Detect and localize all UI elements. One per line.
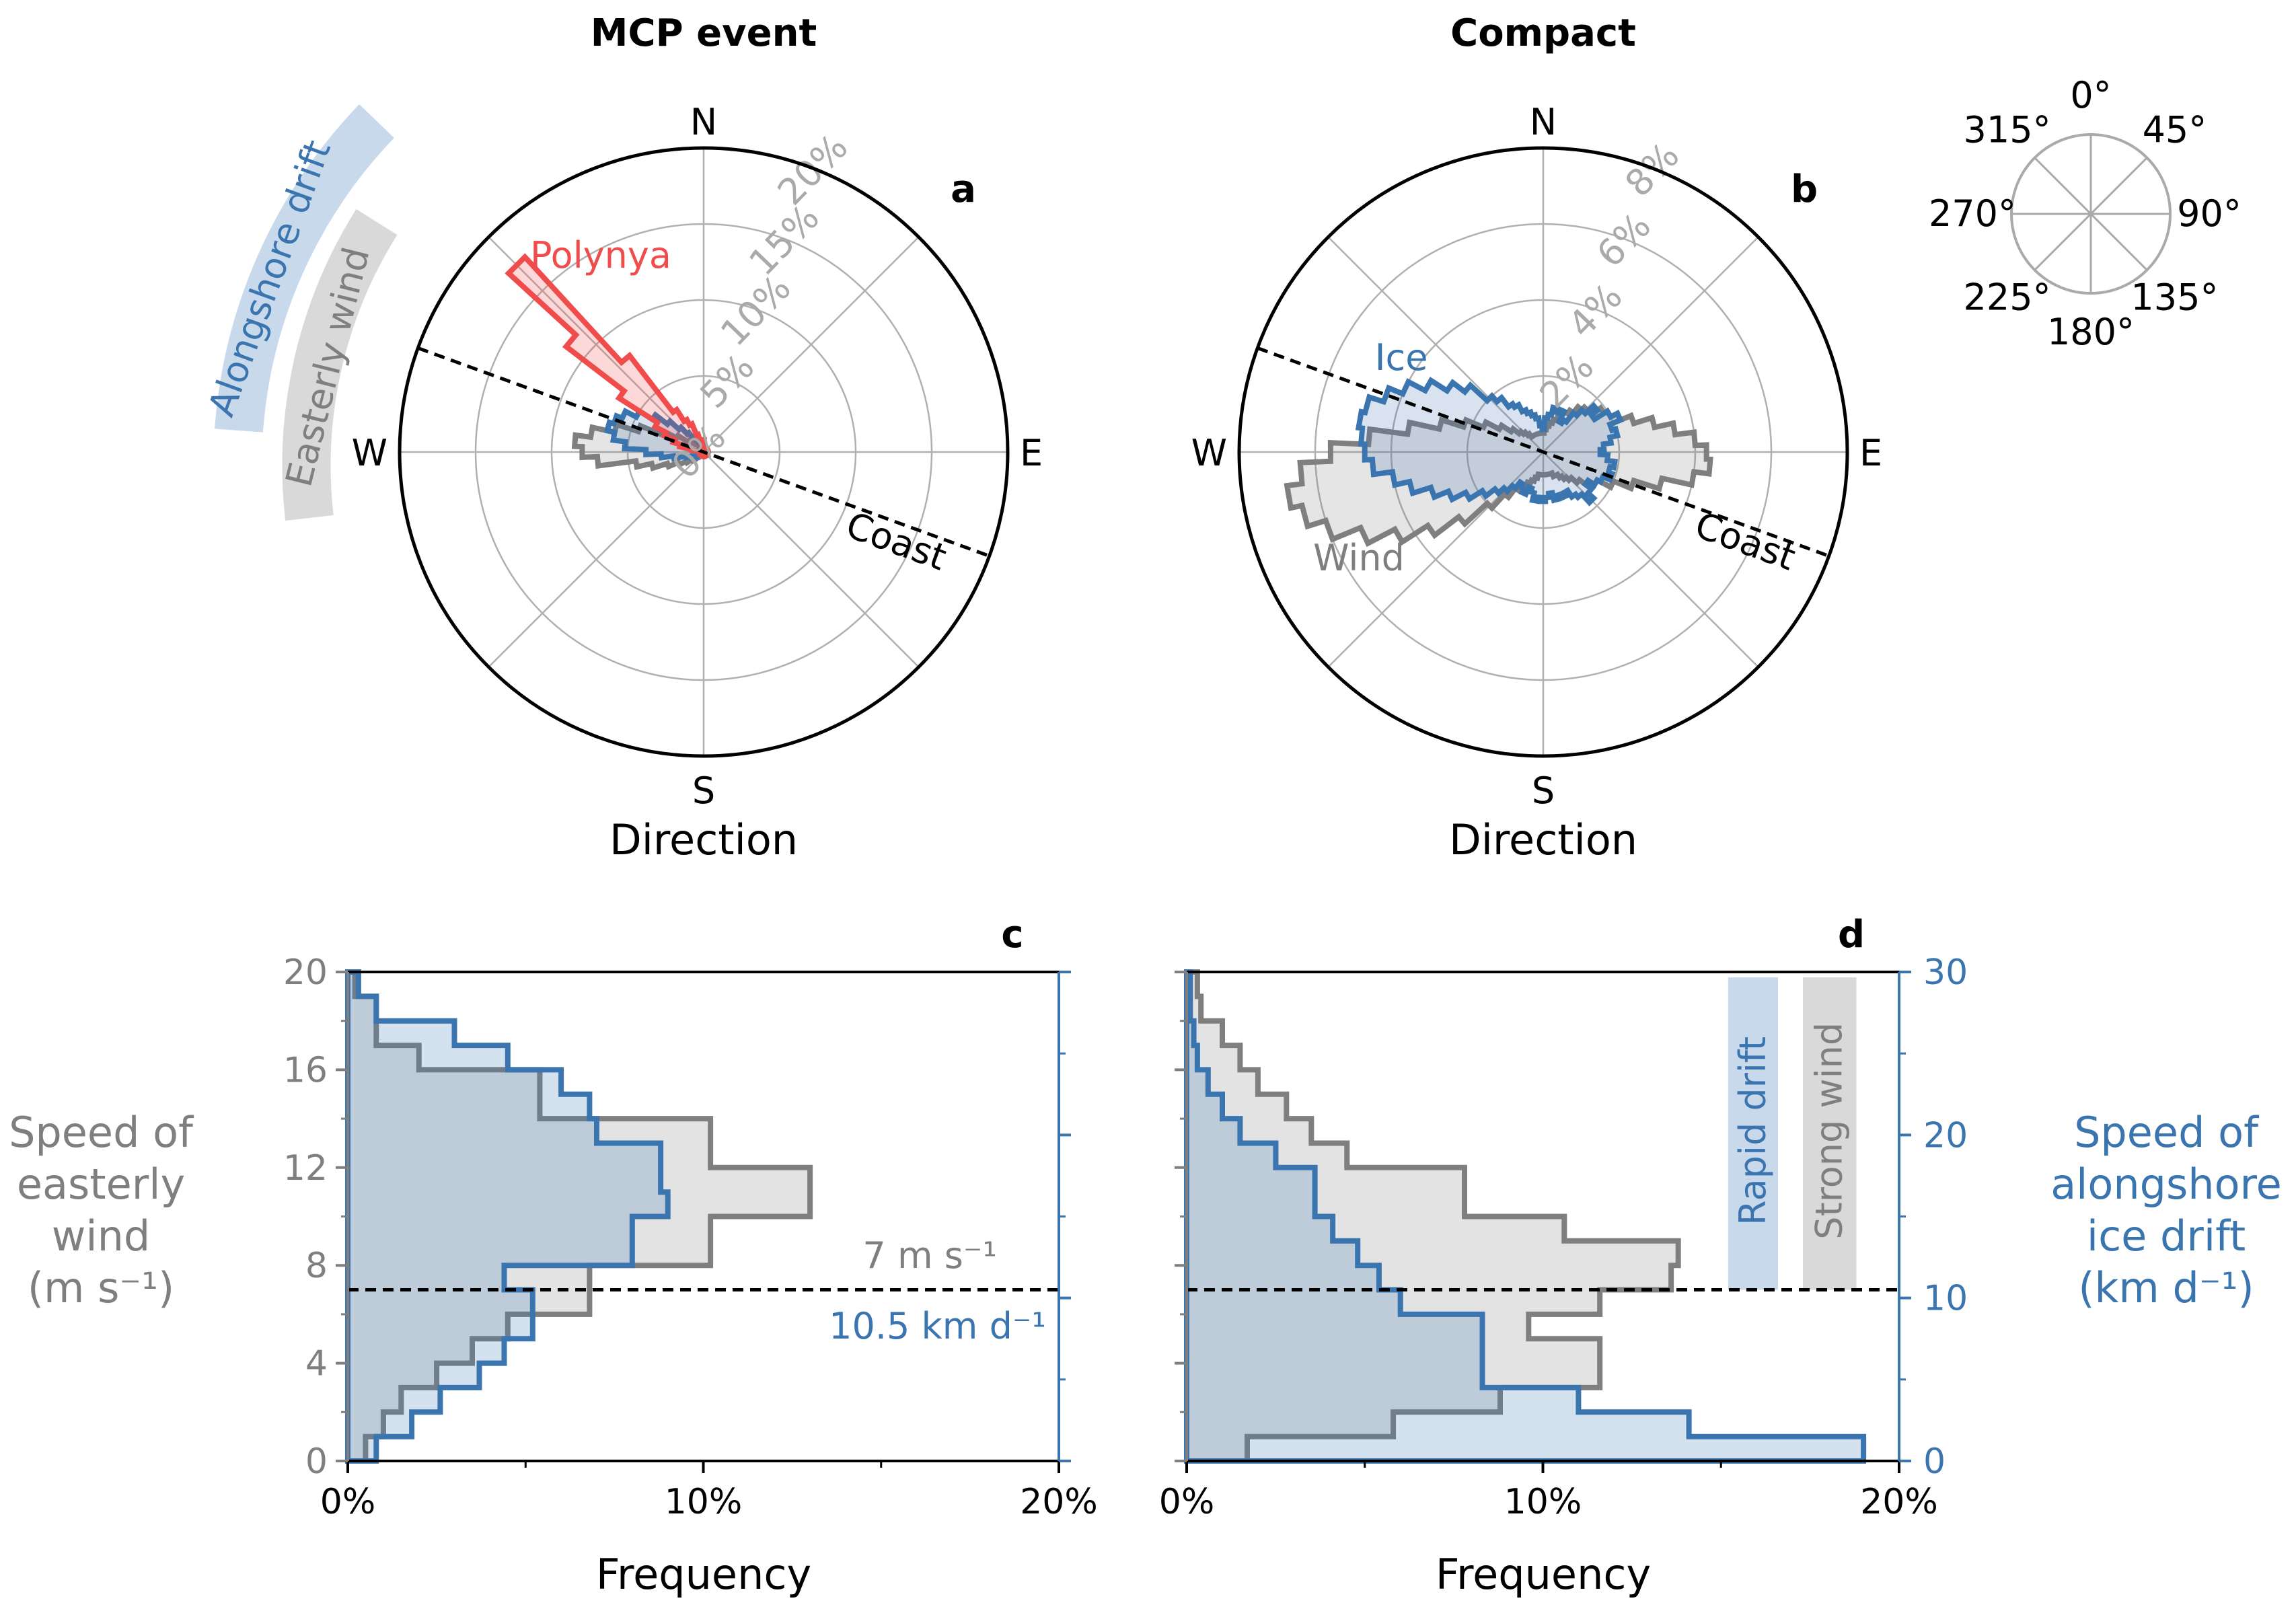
band-label-ice: Rapid drift <box>1732 1037 1774 1226</box>
ice-threshold-label: 10.5 km d⁻¹ <box>829 1305 1046 1347</box>
cardinal-n-label: N <box>1530 101 1557 143</box>
panel-d-xlabel: Frequency <box>1436 1550 1651 1599</box>
rose-spoke <box>703 451 920 668</box>
compass-label: 90° <box>2177 192 2242 235</box>
cardinal-s-label: S <box>1532 770 1555 812</box>
left-ylabel-line4: (m s⁻¹) <box>28 1263 174 1312</box>
y-left-tick-label: 16 <box>283 1050 328 1090</box>
radial-tick-label: 15% <box>741 196 827 284</box>
x-tick-label: 10% <box>1504 1482 1582 1522</box>
left-ylabel-line2: easterly <box>17 1160 185 1209</box>
wind-threshold-label: 7 m s⁻¹ <box>862 1234 997 1277</box>
left-ylabel-line1: Speed of <box>9 1108 194 1157</box>
panel-c-xlabel: Frequency <box>596 1550 811 1599</box>
coast-line <box>1257 346 1830 558</box>
compass-label: 45° <box>2143 109 2207 151</box>
hist-c-plot: 0% 10% 20% 0 4 8 12 16 20 <box>283 952 1098 1522</box>
cardinal-w-label: W <box>1191 432 1227 474</box>
y-left-tick-label: 0 <box>305 1441 328 1482</box>
radial-tick-label: 5% <box>692 346 763 416</box>
rose-spoke <box>488 451 704 668</box>
coast-label-a: Coast <box>841 504 952 579</box>
rose-series-ice <box>1355 377 1625 507</box>
compass-inset: 0° 45° 90° 135°180°225° 270° 315° <box>1929 74 2242 353</box>
radial-tick-label: 6% <box>1588 204 1659 275</box>
panel-d-letter: d <box>1838 913 1865 956</box>
radial-tick-label: 10% <box>712 267 799 354</box>
panel-c-letter: c <box>1001 913 1023 956</box>
right-ylabel-line4: (km d⁻¹) <box>2078 1263 2254 1312</box>
panel-b-letter: b <box>1791 167 1818 211</box>
x-tick-label: 0% <box>1159 1482 1215 1522</box>
hist-series-wind <box>345 969 813 1464</box>
y-left-tick-label: 4 <box>305 1344 328 1384</box>
coast-label-b: Coast <box>1690 504 1801 579</box>
band-wind <box>1803 977 1857 1290</box>
y-right-tick-label: 0 <box>1923 1441 1946 1482</box>
cardinal-n-label: N <box>690 101 717 143</box>
cardinal-e-label: E <box>1859 432 1882 474</box>
compass-label: 315° <box>1964 109 2051 151</box>
band-ice <box>1728 977 1778 1290</box>
y-right-tick-label: 30 <box>1923 952 1968 993</box>
panel-c-histogram: 0% 10% 20% 0 4 8 12 16 20 c Frequency 7 m s⁻¹ 10… <box>283 913 1098 1599</box>
polynya-label: Polynya <box>530 234 671 276</box>
panel-a-title: MCP event <box>591 11 817 55</box>
panel-a-letter: a <box>951 167 976 211</box>
y-right-tick-label: 20 <box>1923 1115 1968 1156</box>
right-ylabel-line2: alongshore <box>2050 1160 2282 1209</box>
right-y-axis-label: Speed of alongshore ice drift (km d⁻¹) <box>2050 1108 2282 1312</box>
radial-tick-label: 4% <box>1560 275 1631 346</box>
compass-label: 225° <box>1964 276 2051 318</box>
left-ylabel-line3: wind <box>52 1211 151 1261</box>
compass-label: 270° <box>1929 192 2016 235</box>
x-tick-label: 10% <box>665 1482 743 1522</box>
rose-series-polynya <box>505 253 711 459</box>
side-direction-bands: Alongshore drift Easterly wind <box>200 104 398 521</box>
right-ylabel-line1: Speed of <box>2074 1108 2260 1157</box>
rose-spoke <box>1543 451 1759 668</box>
hist-series-ice <box>1184 969 1867 1464</box>
rose-outer-circle <box>1237 146 1849 758</box>
rose-spoke <box>703 236 920 453</box>
rose-spoke <box>1327 236 1544 453</box>
alongshore-drift-band <box>215 104 394 433</box>
compass-label: 0° <box>2070 74 2111 116</box>
y-left-tick-label: 12 <box>283 1148 328 1189</box>
cardinal-w-label: W <box>352 432 387 474</box>
wind-label-b: Wind <box>1313 537 1405 579</box>
x-tick-label: 20% <box>1860 1482 1938 1522</box>
x-tick-label: 0% <box>320 1482 376 1522</box>
compass-label: 180° <box>2047 311 2135 353</box>
hist-d-plot: Rapid drift Strong wind 0% 10% 20%0 10 20 30 <box>1159 952 1968 1522</box>
panel-b-title: Compact <box>1450 11 1636 55</box>
y-left-tick-label: 8 <box>305 1246 328 1286</box>
hist-series-ice <box>345 969 671 1464</box>
rose-outer-circle <box>398 146 1010 758</box>
ice-label-b: Ice <box>1375 336 1428 379</box>
panel-a-xlabel: Direction <box>609 815 798 864</box>
left-y-axis-label: Speed of easterly wind (m s⁻¹) <box>9 1108 194 1312</box>
compass-label: 135° <box>2131 276 2218 318</box>
right-ylabel-line3: ice drift <box>2087 1211 2246 1261</box>
y-right-tick-label: 10 <box>1923 1279 1968 1319</box>
cardinal-e-label: E <box>1020 432 1043 474</box>
compass-spoke <box>2034 157 2148 271</box>
rose-spoke <box>488 236 704 453</box>
band-label-wind: Strong wind <box>1808 1022 1851 1240</box>
y-left-tick-label: 20 <box>283 952 328 993</box>
x-tick-label: 20% <box>1020 1482 1098 1522</box>
easterly-wind-band <box>282 209 398 521</box>
panel-b-xlabel: Direction <box>1449 815 1637 864</box>
cardinal-s-label: S <box>692 770 715 812</box>
coast-line <box>417 346 990 558</box>
